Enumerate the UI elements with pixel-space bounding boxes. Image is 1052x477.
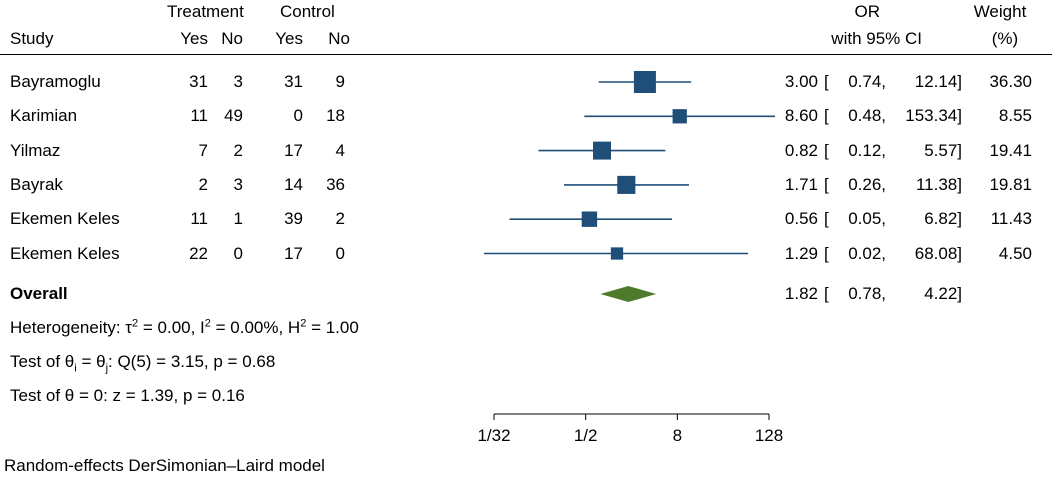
control-no-cell: 2 xyxy=(335,209,345,228)
control-no-cell: 9 xyxy=(335,72,345,91)
overall-label: Overall xyxy=(10,284,68,303)
treatment-no-cell: 49 xyxy=(224,106,243,125)
effect-marker xyxy=(672,109,687,124)
ci-bracket: [ xyxy=(824,72,829,91)
study-name: Ekemen Keles xyxy=(10,209,120,228)
x-tick-label: 128 xyxy=(754,426,784,445)
ci-high-cell: 68.08] xyxy=(914,244,962,263)
weight-cell: 19.41 xyxy=(989,141,1032,160)
overall-bracket: [ xyxy=(824,284,829,303)
study-name: Ekemen Keles xyxy=(10,244,120,263)
treatment-yes-cell: 22 xyxy=(189,244,208,263)
or-header: OR xyxy=(854,2,881,21)
or-cell: 1.29 xyxy=(784,244,818,263)
treatment-yes-cell: 11 xyxy=(190,209,208,228)
ci-header: with 95% CI xyxy=(831,29,922,48)
ci-bracket: [ xyxy=(824,244,829,263)
ci-high-cell: 12.14] xyxy=(914,72,962,91)
or-cell: 3.00 xyxy=(784,72,818,91)
or-cell: 1.71 xyxy=(784,175,818,194)
treatment-yes-cell: 2 xyxy=(198,175,208,194)
or-cell: 0.82 xyxy=(784,141,818,160)
ci-bracket: [ xyxy=(824,106,829,125)
treatment-no-cell: 3 xyxy=(233,72,243,91)
control-yes-cell: 0 xyxy=(293,106,303,125)
control-header: Control xyxy=(280,2,335,21)
overall-ci-low: 0.78, xyxy=(848,284,886,303)
treatment-yes-cell: 7 xyxy=(198,141,208,160)
ci-high-cell: 5.57] xyxy=(924,141,962,160)
study-header: Study xyxy=(10,29,54,48)
treatment-no-cell: 3 xyxy=(233,175,243,194)
model-footnote: Random-effects DerSimonian–Laird model xyxy=(4,456,325,475)
control-no-header: No xyxy=(328,29,350,48)
ci-low-cell: 0.12, xyxy=(848,141,886,160)
or-cell: 8.60 xyxy=(784,106,818,125)
weight-cell: 8.55 xyxy=(998,106,1032,125)
ci-high-cell: 6.82] xyxy=(924,209,962,228)
x-tick-label: 1/32 xyxy=(477,426,511,445)
ci-low-cell: 0.48, xyxy=(848,106,886,125)
effect-marker xyxy=(593,141,612,160)
ci-bracket: [ xyxy=(824,175,829,194)
weight-cell: 4.50 xyxy=(998,244,1032,263)
effect-marker xyxy=(617,175,636,194)
control-yes-cell: 17 xyxy=(284,141,303,160)
control-yes-cell: 14 xyxy=(284,175,303,194)
weight-cell: 11.43 xyxy=(990,209,1032,228)
treatment-yes-cell: 31 xyxy=(189,72,208,91)
study-name: Bayramoglu xyxy=(10,72,101,91)
ci-low-cell: 0.02, xyxy=(848,244,886,263)
control-no-cell: 18 xyxy=(326,106,345,125)
control-yes-cell: 31 xyxy=(284,72,303,91)
ci-bracket: [ xyxy=(824,141,829,160)
ci-bracket: [ xyxy=(824,209,829,228)
ci-high-cell: 153.34] xyxy=(905,106,962,125)
overall-diamond xyxy=(600,286,657,302)
treatment-no-cell: 1 xyxy=(233,209,243,228)
study-name: Karimian xyxy=(10,106,78,125)
ci-low-cell: 0.26, xyxy=(848,175,886,194)
ci-low-cell: 0.05, xyxy=(848,209,886,228)
header-divider xyxy=(0,54,1052,55)
effect-test-text: Test of θ = 0: z = 1.39, p = 0.16 xyxy=(10,386,245,405)
control-no-cell: 4 xyxy=(335,141,345,160)
effect-marker xyxy=(581,211,598,227)
effect-marker xyxy=(610,247,624,260)
effect-marker xyxy=(633,71,656,93)
or-cell: 0.56 xyxy=(784,209,818,228)
control-yes-cell: 17 xyxy=(284,244,303,263)
control-yes-header: Yes xyxy=(275,29,303,48)
study-name: Yilmaz xyxy=(10,141,61,160)
treatment-no-cell: 2 xyxy=(233,141,243,160)
x-tick-label: 1/2 xyxy=(573,426,598,445)
ci-low-cell: 0.74, xyxy=(848,72,886,91)
treatment-no-cell: 0 xyxy=(233,244,243,263)
treatment-yes-cell: 11 xyxy=(190,106,208,125)
treatment-no-header: No xyxy=(221,29,243,48)
control-no-cell: 36 xyxy=(326,175,345,194)
treatment-header: Treatment xyxy=(167,2,244,21)
control-no-cell: 0 xyxy=(335,244,345,263)
study-name: Bayrak xyxy=(10,175,63,194)
heterogeneity-text: Heterogeneity: τ2 = 0.00, I2 = 0.00%, H2… xyxy=(10,317,359,337)
homogeneity-test-text: Test of θi = θj: Q(5) = 3.15, p = 0.68 xyxy=(10,352,276,375)
control-yes-cell: 39 xyxy=(284,209,303,228)
weight-header: Weight xyxy=(973,2,1027,21)
ci-high-cell: 11.38] xyxy=(915,175,962,194)
treatment-yes-header: Yes xyxy=(180,29,208,48)
overall-or: 1.82 xyxy=(784,284,818,303)
overall-ci-high: 4.22] xyxy=(924,284,962,303)
x-tick-label: 8 xyxy=(672,426,683,445)
weight-unit-header: (%) xyxy=(991,29,1019,48)
weight-cell: 19.81 xyxy=(989,175,1032,194)
weight-cell: 36.30 xyxy=(989,72,1032,91)
